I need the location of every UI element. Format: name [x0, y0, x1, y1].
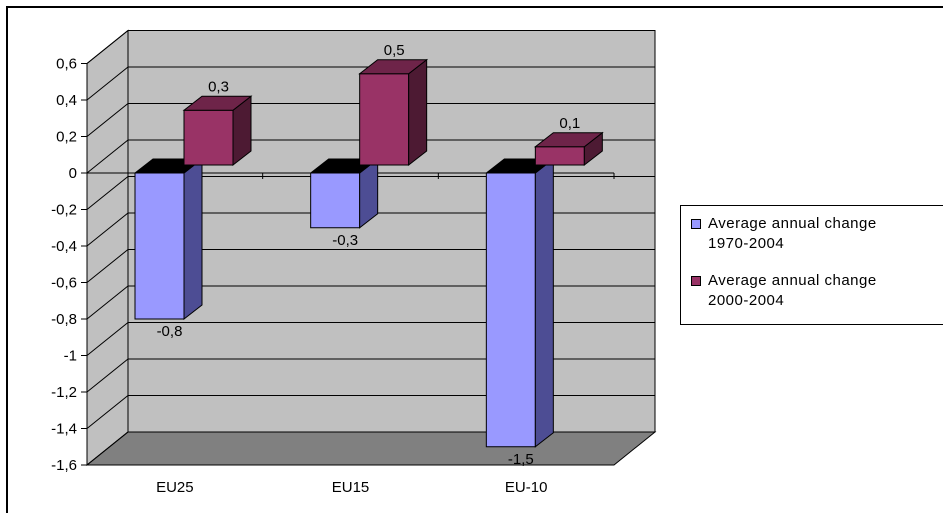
bar-top [533, 132, 604, 148]
y-axis-tick-labels: 0,6 0,4 0,2 0 -0,2 -0,4 -0,6 -0,8 -1 -1,2 -1,4 -1,6 [51, 56, 77, 475]
data-label: 0,1 [559, 115, 580, 132]
gridline [86, 66, 655, 101]
gridline [86, 103, 655, 137]
legend-label-series-2-line-2: 2000-2004 [708, 292, 785, 309]
bar-side [534, 157, 554, 448]
y-tick-label: 0 [69, 165, 77, 182]
floor [85, 431, 657, 466]
legend-item-series-2: Average annual change 2000-2004 [691, 271, 877, 311]
y-tick-label: -0,2 [51, 202, 77, 219]
legend-label-series-2-line-1: Average annual change [708, 272, 877, 289]
legend: Average annual change 1970-2004 Average … [680, 205, 943, 325]
bar-top [182, 95, 253, 111]
bar [182, 95, 253, 167]
legend-label-series-1-line-2: 1970-2004 [708, 235, 785, 252]
gridlines [81, 30, 655, 466]
bar-front [359, 73, 410, 166]
gridline [86, 285, 655, 320]
y-tick-label: -0,8 [51, 311, 77, 328]
y-tick-label: -0,6 [51, 275, 77, 292]
bar [309, 157, 380, 229]
data-label: -0,3 [332, 232, 358, 249]
data-label: 0,5 [384, 42, 405, 59]
bar [133, 157, 204, 321]
gridline [86, 249, 655, 283]
y-tick-label: -0,4 [51, 238, 77, 255]
bar-side [408, 58, 428, 167]
legend-swatch-series-2 [691, 276, 701, 286]
gridline [86, 431, 655, 466]
y-tick-label: 0,4 [56, 92, 77, 109]
y-tick-label: -1,6 [51, 457, 77, 474]
bar-front [310, 172, 361, 229]
bar-top [358, 59, 429, 75]
y-tick-label: 0,6 [56, 56, 77, 73]
bars [133, 58, 604, 448]
x-tick-label: EU25 [156, 479, 194, 496]
y-tick-label: -1 [64, 348, 77, 365]
bar-front [134, 172, 185, 320]
bar-side [183, 157, 203, 321]
bar [484, 157, 555, 448]
data-labels: -0,8 0,3 -0,3 0,5 -1,5 0,1 [157, 42, 581, 468]
legend-swatch-series-1 [691, 219, 701, 229]
gridline [86, 139, 655, 174]
x-axis-tick-labels: EU25 EU15 EU-10 [156, 479, 547, 496]
gridline [86, 322, 655, 356]
gridline [86, 212, 655, 247]
legend-label-series-1-line-1: Average annual change [708, 215, 877, 232]
bar [533, 131, 604, 167]
y-tick-label: 0,2 [56, 129, 77, 146]
bar-front [183, 109, 234, 166]
bar-front [485, 172, 536, 448]
gridline [86, 358, 655, 393]
gridline [86, 30, 655, 64]
gridline [86, 395, 655, 429]
y-tick-label: -1,2 [51, 384, 77, 401]
x-tick-label: EU15 [332, 479, 370, 496]
chart-frame [6, 6, 943, 513]
x-tick-label: EU-10 [505, 479, 548, 496]
bar-front [534, 146, 585, 166]
data-label: -0,8 [157, 323, 183, 340]
data-label: 0,3 [208, 78, 229, 95]
gridline [86, 176, 655, 210]
y-tick-label: -1,4 [51, 421, 77, 438]
data-label: -1,5 [508, 451, 534, 468]
legend-item-series-1: Average annual change 1970-2004 [691, 214, 877, 254]
bar [358, 58, 429, 167]
